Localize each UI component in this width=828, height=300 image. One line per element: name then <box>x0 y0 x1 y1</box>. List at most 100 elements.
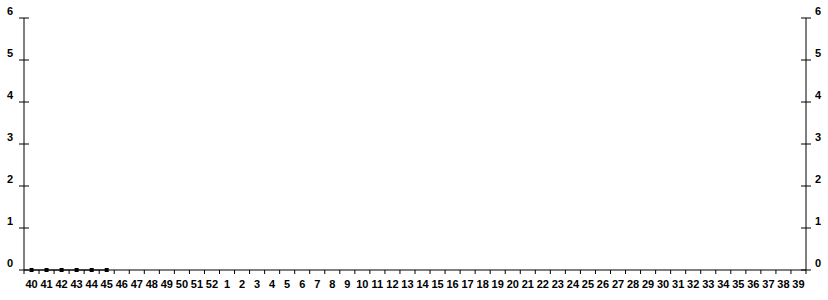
y-tick <box>19 60 29 61</box>
y2-tick <box>801 102 811 103</box>
x-tick <box>309 270 310 274</box>
x-tick-label: 22 <box>537 278 549 290</box>
chart-svg: 0123456012345640414243444546474849505152… <box>0 0 828 300</box>
y-tick-label: 4 <box>7 89 14 101</box>
series-marker <box>105 268 109 272</box>
x-tick-label: 44 <box>86 278 99 290</box>
y2-tick <box>801 60 811 61</box>
y-tick-label: 2 <box>7 173 13 185</box>
y-tick-label: 5 <box>7 47 13 59</box>
x-tick-label: 19 <box>492 278 504 290</box>
x-tick <box>384 270 385 274</box>
x-tick <box>159 270 160 274</box>
x-tick <box>129 270 130 274</box>
x-tick-label: 3 <box>254 278 260 290</box>
x-tick-label: 26 <box>597 278 609 290</box>
x-tick-label: 29 <box>642 278 654 290</box>
y-tick <box>19 18 29 19</box>
x-tick-label: 5 <box>284 278 290 290</box>
x-tick <box>369 270 370 274</box>
y-tick <box>19 228 29 229</box>
series-marker <box>30 268 34 272</box>
x-tick <box>249 270 250 274</box>
x-tick-label: 35 <box>732 278 744 290</box>
x-tick-label: 41 <box>40 278 52 290</box>
x-tick <box>279 270 280 274</box>
y2-tick-label: 5 <box>815 47 821 59</box>
x-tick <box>595 270 596 274</box>
x-tick-label: 30 <box>657 278 669 290</box>
y2-tick-label: 4 <box>815 89 822 101</box>
y2-tick <box>801 186 811 187</box>
x-tick-label: 21 <box>522 278 534 290</box>
x-tick-label: 11 <box>372 278 384 290</box>
x-tick-label: 12 <box>386 278 398 290</box>
x-tick <box>745 270 746 274</box>
x-tick-label: 2 <box>239 278 245 290</box>
x-tick <box>806 270 807 274</box>
series-marker <box>60 268 64 272</box>
x-tick <box>264 270 265 274</box>
x-tick-label: 46 <box>116 278 128 290</box>
x-tick-label: 8 <box>329 278 335 290</box>
x-tick <box>219 270 220 274</box>
x-tick-label: 17 <box>462 278 474 290</box>
y-tick <box>19 102 29 103</box>
y2-tick-label: 6 <box>815 5 821 17</box>
x-tick-label: 31 <box>672 278 684 290</box>
x-tick-label: 23 <box>552 278 564 290</box>
x-tick <box>54 270 55 274</box>
x-tick-label: 13 <box>401 278 413 290</box>
x-tick <box>144 270 145 274</box>
x-tick-label: 15 <box>431 278 443 290</box>
x-tick <box>535 270 536 274</box>
x-tick <box>520 270 521 274</box>
x-tick <box>760 270 761 274</box>
x-tick-label: 38 <box>777 278 789 290</box>
x-tick <box>339 270 340 274</box>
x-tick-label: 34 <box>717 278 730 290</box>
x-tick-label: 16 <box>446 278 458 290</box>
x-tick <box>399 270 400 274</box>
x-tick <box>69 270 70 274</box>
x-tick <box>174 270 175 274</box>
x-tick <box>354 270 355 274</box>
x-tick-label: 25 <box>582 278 594 290</box>
x-tick <box>775 270 776 274</box>
x-tick <box>565 270 566 274</box>
series-marker <box>45 268 49 272</box>
plot-area <box>30 268 109 272</box>
y2-tick-label: 0 <box>815 257 821 269</box>
x-tick <box>715 270 716 274</box>
y2-tick <box>801 18 811 19</box>
x-tick <box>324 270 325 274</box>
y2-tick-label: 2 <box>815 173 821 185</box>
x-tick-label: 27 <box>612 278 624 290</box>
x-tick-label: 1 <box>224 278 230 290</box>
x-tick <box>430 270 431 274</box>
y2-tick-label: 3 <box>815 131 821 143</box>
y-tick-label: 1 <box>7 215 13 227</box>
x-tick-label: 20 <box>507 278 519 290</box>
x-tick-label: 33 <box>702 278 714 290</box>
y-tick <box>19 144 29 145</box>
x-tick <box>700 270 701 274</box>
x-tick <box>114 270 115 274</box>
x-tick <box>730 270 731 274</box>
y2-tick-label: 1 <box>815 215 821 227</box>
x-tick-label: 40 <box>25 278 37 290</box>
x-tick <box>670 270 671 274</box>
chart-container: 0123456012345640414243444546474849505152… <box>0 0 828 300</box>
x-tick-label: 32 <box>687 278 699 290</box>
x-tick <box>415 270 416 274</box>
x-tick-label: 42 <box>55 278 67 290</box>
x-tick <box>204 270 205 274</box>
x-tick <box>234 270 235 274</box>
x-tick <box>790 270 791 274</box>
y-tick-label: 6 <box>7 5 13 17</box>
x-tick-label: 9 <box>344 278 350 290</box>
x-tick-label: 39 <box>792 278 804 290</box>
x-tick <box>460 270 461 274</box>
x-tick-label: 7 <box>314 278 320 290</box>
x-tick-label: 50 <box>176 278 188 290</box>
